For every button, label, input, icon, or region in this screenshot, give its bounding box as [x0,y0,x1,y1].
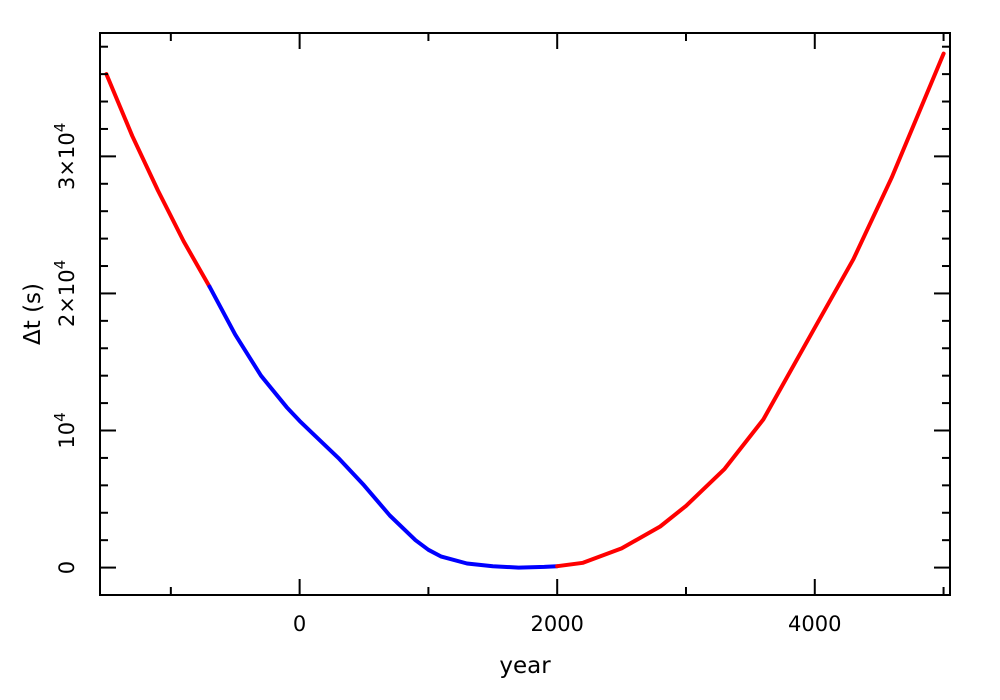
x-tick-label: 4000 [788,612,841,636]
y-tick-label-base: 3×10 [55,132,79,190]
y-tick-label-exponent: 4 [51,412,69,422]
y-tick-label-exponent: 4 [51,123,69,133]
y-tick-label-exponent: 4 [51,260,69,270]
y-tick-label-base: 10 [55,422,79,449]
x-tick-label: 2000 [530,612,583,636]
series-layer [104,51,946,570]
series-line-2 [207,284,560,570]
series-line-3 [555,51,946,569]
y-tick-label-base: 0 [55,561,79,574]
y-tick-label: 104 [51,412,79,448]
y-tick-label: 2×104 [51,260,79,327]
x-axis-label: year [499,653,551,679]
y-tick-label: 3×104 [51,123,79,190]
y-axis-label: Δt (s) [20,283,46,345]
x-tick-label: 0 [293,612,306,636]
series-line-1 [104,72,212,289]
y-tick-label-base: 2×10 [55,269,79,327]
y-tick-label: 0 [55,561,79,574]
plot-frame [99,32,951,596]
